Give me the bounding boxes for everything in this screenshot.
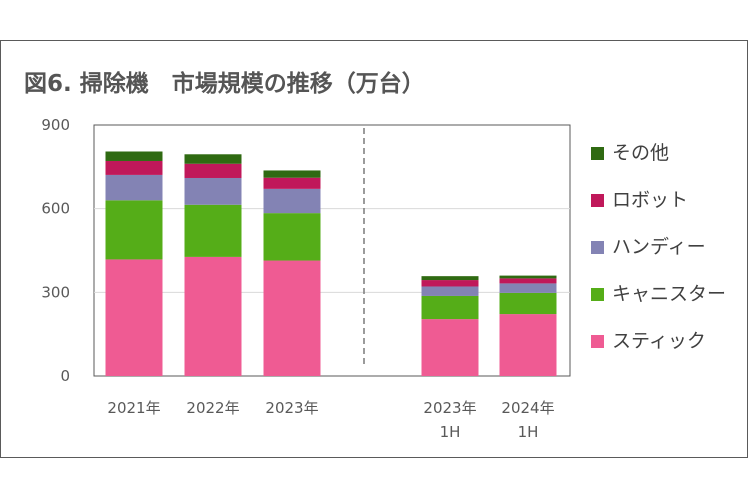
bar-segment bbox=[499, 275, 557, 279]
chart-title: 図6. 掃除機 市場規模の推移（万台） bbox=[24, 71, 425, 97]
x-tick-label: 2023年 bbox=[265, 399, 318, 417]
bar-segment bbox=[184, 177, 242, 205]
bar-segment bbox=[184, 256, 242, 376]
x-tick-label: 2022年 bbox=[186, 399, 239, 417]
bar-segment bbox=[421, 286, 479, 296]
bars bbox=[105, 151, 557, 376]
legend-swatch bbox=[591, 147, 604, 160]
bar-segment bbox=[499, 283, 557, 293]
x-tick-label: 2024年 bbox=[501, 399, 554, 417]
bar-segment bbox=[105, 200, 163, 260]
legend-label: キャニスター bbox=[612, 283, 726, 305]
bar-segment bbox=[263, 188, 321, 214]
legend-swatch bbox=[591, 335, 604, 348]
plot-area-border bbox=[93, 124, 571, 377]
y-tick-label: 600 bbox=[41, 200, 70, 218]
legend-swatch bbox=[591, 288, 604, 301]
legend-label: ロボット bbox=[612, 189, 688, 211]
bar-segment bbox=[421, 280, 479, 287]
bar-segment bbox=[263, 177, 321, 189]
y-tick-label: 900 bbox=[41, 116, 70, 134]
bar-segment bbox=[105, 151, 163, 161]
x-tick-label: 2021年 bbox=[107, 399, 160, 417]
gridlines bbox=[93, 124, 571, 377]
bar-segment bbox=[184, 163, 242, 178]
bar-segment bbox=[499, 314, 557, 376]
bar-segment bbox=[105, 160, 163, 175]
x-tick-label: 1H bbox=[440, 423, 461, 441]
bar-segment bbox=[263, 213, 321, 261]
x-tick-label: 1H bbox=[518, 423, 539, 441]
bar-segment bbox=[105, 259, 163, 376]
y-ticks: 0 300 600 900 bbox=[41, 116, 70, 385]
bar-segment bbox=[263, 260, 321, 376]
bar-segment bbox=[184, 154, 242, 164]
bar-segment bbox=[263, 170, 321, 178]
legend-label: スティック bbox=[612, 330, 706, 352]
x-tick-label: 2023年 bbox=[423, 399, 476, 417]
bar-segment bbox=[105, 174, 163, 201]
legend-swatch bbox=[591, 241, 604, 254]
y-tick-label: 0 bbox=[60, 367, 70, 385]
legend-label: ハンディー bbox=[612, 236, 706, 258]
bar-segment bbox=[499, 278, 557, 284]
legend-swatch bbox=[591, 194, 604, 207]
y-tick-label: 300 bbox=[41, 283, 70, 301]
x-ticks: 2021年 2022年 2023年 2023年 1H 2024年 1H bbox=[107, 399, 554, 441]
legend-label: その他 bbox=[612, 142, 669, 164]
bar-segment bbox=[421, 295, 479, 320]
bar-segment bbox=[499, 292, 557, 315]
bar-segment bbox=[421, 276, 479, 281]
bar-segment bbox=[184, 204, 242, 257]
bar-segment bbox=[421, 319, 479, 376]
